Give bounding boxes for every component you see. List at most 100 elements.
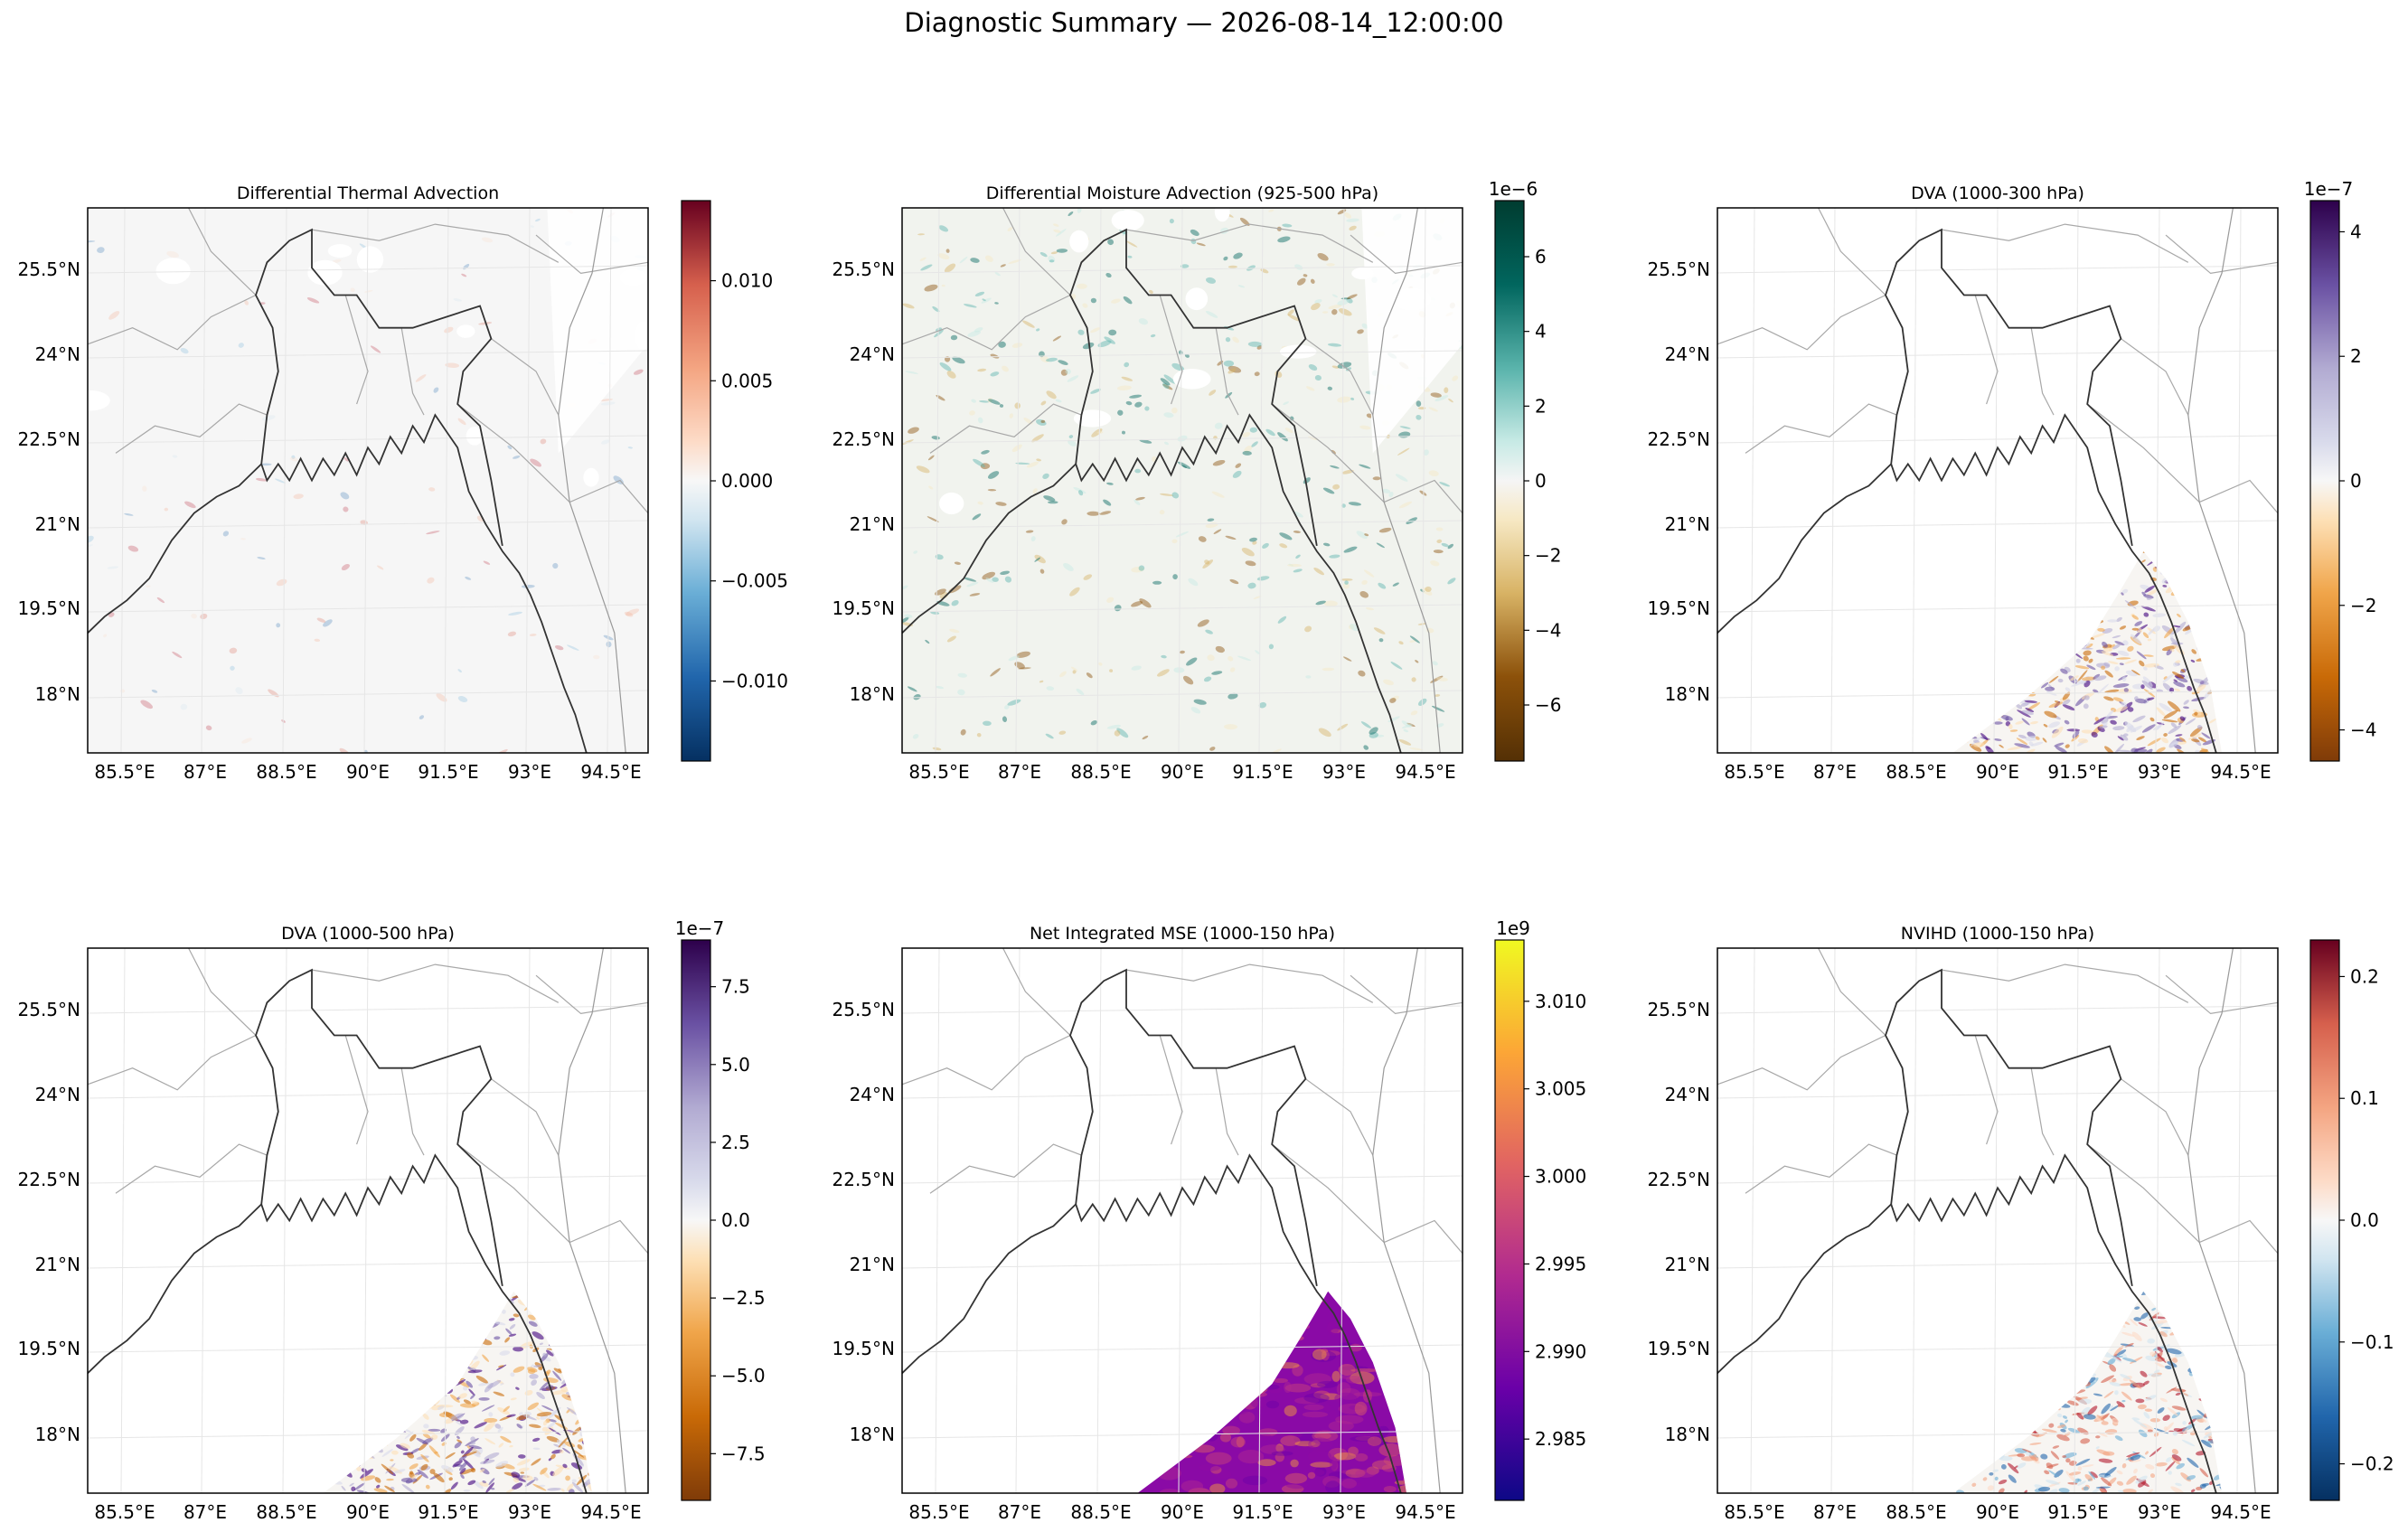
chart-title: Differential Thermal Advection	[237, 183, 499, 203]
y-tick-label: 25.5°N	[832, 258, 896, 280]
x-tick-label: 85.5°E	[1724, 1501, 1784, 1523]
x-tick-label: 93°E	[1322, 1501, 1366, 1523]
x-tick-label: 88.5°E	[1070, 761, 1131, 783]
y-tick-label: 19.5°N	[1648, 597, 1711, 619]
colorbar-tick-label: 0	[2350, 470, 2362, 492]
y-tick-label: 25.5°N	[1648, 258, 1711, 280]
x-tick-label: 93°E	[508, 761, 551, 783]
chart-panel-2: Differential Moisture Advection (925-500…	[832, 178, 1562, 783]
x-tick-label: 94.5°E	[580, 1501, 641, 1523]
x-tick-label: 91.5°E	[418, 761, 478, 783]
colorbar	[1494, 200, 1525, 762]
x-tick-label: 88.5°E	[256, 761, 316, 783]
colorbar-tick-label: 0.2	[2350, 965, 2379, 987]
chart-title: DVA (1000-300 hPa)	[1911, 183, 2084, 203]
y-tick-label: 24°N	[850, 343, 895, 365]
chart-panel-6: NVIHD (1000-150 hPa) 85.5°E 87°E 88.5°E 90°E…	[1648, 924, 2394, 1523]
x-tick-label: 94.5°E	[1395, 1501, 1455, 1523]
map-area	[1717, 208, 2278, 753]
x-tick-label: 94.5°E	[580, 761, 641, 783]
y-tick-label: 25.5°N	[832, 999, 896, 1020]
colorbar-tick-label: 0.000	[721, 470, 773, 492]
y-tick-label: 21°N	[1665, 513, 1710, 535]
colorbar-tick-label: −4	[2350, 719, 2376, 741]
map-area	[902, 208, 1463, 753]
x-tick-label: 93°E	[2138, 1501, 2181, 1523]
map-area	[88, 948, 648, 1493]
colorbar-tick-label: −5.0	[721, 1365, 766, 1386]
colorbar-tick-label: 2	[2350, 345, 2362, 367]
x-tick-label: 94.5°E	[2210, 1501, 2271, 1523]
x-tick-label: 88.5°E	[1886, 1501, 1946, 1523]
x-tick-label: 87°E	[183, 1501, 227, 1523]
x-tick-label: 93°E	[508, 1501, 551, 1523]
y-tick-label: 24°N	[1665, 1084, 1710, 1105]
y-tick-label: 19.5°N	[832, 1338, 896, 1359]
colorbar-tick-label: 0.005	[721, 370, 773, 391]
colorbar-tick-label: 4	[1535, 321, 1547, 343]
colorbar-offset-label: 1e−7	[675, 917, 725, 939]
x-tick-label: 87°E	[1813, 1501, 1857, 1523]
colorbar	[681, 200, 711, 762]
y-tick-label: 19.5°N	[832, 597, 896, 619]
x-tick-label: 90°E	[1976, 1501, 2019, 1523]
colorbar-tick-label: 0.0	[721, 1209, 750, 1231]
colorbar-tick-label: 2.985	[1535, 1428, 1586, 1450]
chart-panel-3: DVA (1000-300 hPa) 85.5°E 87°E 88.5°E 90°E 91…	[1648, 178, 2377, 783]
colorbar-tick-label: 0.0	[2350, 1209, 2379, 1231]
x-tick-label: 87°E	[183, 761, 227, 783]
y-tick-label: 22.5°N	[18, 428, 81, 450]
colorbar	[1494, 939, 1525, 1501]
map-frame	[87, 207, 649, 754]
x-tick-label: 90°E	[1976, 761, 2019, 783]
map-frame	[87, 947, 649, 1494]
map-area	[902, 948, 1463, 1493]
colorbar-tick-label: 2	[1535, 395, 1547, 417]
chart-title: Differential Moisture Advection (925-500…	[986, 183, 1378, 203]
colorbar-tick-label: 2.990	[1535, 1340, 1586, 1362]
x-tick-label: 90°E	[1161, 1501, 1204, 1523]
colorbar-tick-label: 3.005	[1535, 1078, 1586, 1100]
x-tick-label: 87°E	[1813, 761, 1857, 783]
colorbar-offset-label: 1e−6	[1489, 178, 1538, 200]
colorbar-tick-label: 2.5	[721, 1132, 750, 1153]
y-tick-label: 25.5°N	[18, 999, 81, 1020]
colorbar	[2309, 939, 2340, 1501]
y-tick-label: 21°N	[35, 1254, 80, 1275]
x-tick-label: 91.5°E	[2047, 1501, 2108, 1523]
y-tick-label: 21°N	[35, 513, 80, 535]
y-tick-label: 24°N	[1665, 343, 1710, 365]
x-tick-label: 91.5°E	[1232, 761, 1293, 783]
y-tick-label: 22.5°N	[18, 1169, 81, 1190]
y-tick-label: 22.5°N	[1648, 1169, 1711, 1190]
figure-suptitle: Diagnostic Summary — 2026-08-14_12:00:00	[904, 7, 1504, 38]
map-frame	[901, 947, 1463, 1494]
colorbar-tick-label: −6	[1535, 694, 1561, 716]
colorbar-tick-label: −0.1	[2350, 1331, 2394, 1353]
x-tick-label: 91.5°E	[2047, 761, 2108, 783]
x-tick-label: 85.5°E	[908, 1501, 969, 1523]
y-tick-label: 25.5°N	[18, 258, 81, 280]
y-tick-label: 18°N	[850, 1424, 895, 1445]
chart-panel-5: Net Integrated MSE (1000-150 hPa) 85.5°E 8…	[832, 917, 1587, 1523]
y-tick-label: 22.5°N	[832, 1169, 896, 1190]
x-tick-label: 94.5°E	[2210, 761, 2271, 783]
y-tick-label: 24°N	[35, 343, 80, 365]
colorbar-tick-label: 4	[2350, 221, 2362, 242]
colorbar-tick-label: −0.010	[721, 670, 788, 691]
colorbar-tick-label: −2.5	[721, 1287, 766, 1309]
y-tick-label: 19.5°N	[18, 597, 81, 619]
x-tick-label: 91.5°E	[1232, 1501, 1293, 1523]
y-tick-label: 18°N	[850, 683, 895, 705]
colorbar-tick-label: 0.1	[2350, 1087, 2379, 1109]
x-tick-label: 93°E	[1322, 761, 1366, 783]
colorbar-tick-label: −2	[2350, 595, 2376, 616]
y-tick-label: 21°N	[850, 1254, 895, 1275]
x-tick-label: 87°E	[998, 1501, 1041, 1523]
x-tick-label: 90°E	[346, 761, 390, 783]
colorbar-tick-label: 0.010	[721, 270, 773, 292]
colorbar-tick-label: −2	[1535, 545, 1561, 567]
x-tick-label: 91.5°E	[418, 1501, 478, 1523]
colorbar-tick-label: 2.995	[1535, 1253, 1586, 1274]
